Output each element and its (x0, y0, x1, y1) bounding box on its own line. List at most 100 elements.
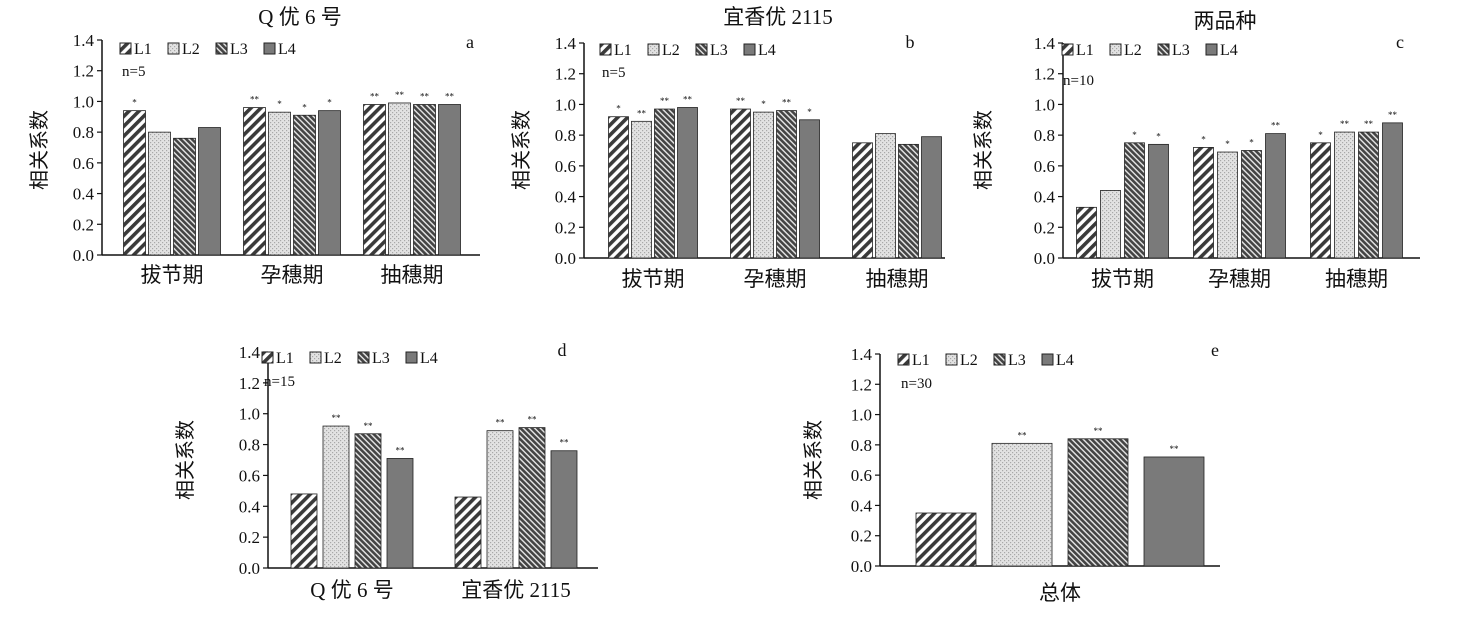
y-tick-label: 0.4 (239, 497, 261, 516)
y-tick-label: 0.8 (555, 126, 576, 145)
bar-l3 (354, 433, 382, 569)
legend-swatch-l3 (1157, 43, 1170, 56)
bar-l3 (173, 137, 196, 256)
sample-size-label: n=15 (264, 374, 295, 390)
legend-swatch-l2 (167, 42, 180, 55)
legend-label-l1: L1 (134, 41, 152, 58)
x-category-label: 孕穗期 (261, 263, 324, 287)
y-axis-label: 相关系数 (972, 110, 995, 190)
bar-l2 (1217, 151, 1238, 259)
bar-l4 (386, 458, 414, 569)
legend-label-l4: L4 (278, 41, 296, 58)
bar-l4 (1148, 143, 1169, 259)
bar-l1 (454, 496, 482, 569)
bar-l4 (550, 450, 578, 569)
significance-label: * (761, 99, 766, 109)
bar-l2 (631, 120, 652, 259)
x-category-label: 宜香优 2115 (461, 578, 570, 602)
y-tick-label: 0.6 (555, 157, 576, 176)
x-category-label: Q 优 6 号 (310, 578, 393, 602)
bar-l3 (776, 110, 797, 259)
legend-swatch-l3 (695, 43, 708, 56)
bar-l4 (799, 119, 820, 259)
chart-panel-b: 宜香优 2115 b 相关系数 0.0 0.2 0.4 0.6 0.8 1.0 1.2 1.4 L1 L… (510, 5, 945, 291)
legend-label-l4: L4 (758, 42, 776, 59)
y-tick-label: 0.0 (239, 559, 260, 578)
bar-l1 (1193, 147, 1214, 259)
bar-l1 (290, 493, 318, 569)
chart-panel-c: 两品种 c 相关系数 0.0 0.2 0.4 0.6 0.8 1.0 1.2 1.4 L1 L2 L3 L4… (972, 9, 1420, 291)
legend-swatch-l3 (357, 351, 370, 364)
y-tick-label: 0.2 (555, 218, 576, 237)
bar-l2 (148, 131, 171, 256)
x-category-label: 抽穗期 (866, 267, 929, 291)
panel-letter: a (466, 32, 474, 52)
bar-l1 (730, 108, 751, 259)
significance-label: ** (1364, 119, 1374, 129)
bar-l3 (654, 108, 675, 259)
significance-label: ** (637, 108, 647, 118)
significance-label: ** (1271, 121, 1281, 131)
bar-l1 (1310, 142, 1331, 259)
sample-size-label: n=30 (901, 376, 932, 392)
legend-label-l4: L4 (420, 350, 438, 367)
y-tick-label: 0.4 (555, 188, 577, 207)
bar-l1 (1076, 206, 1097, 259)
legend-swatch-l1 (897, 353, 910, 366)
bar-l3 (1358, 131, 1379, 259)
x-category-label: 拔节期 (141, 263, 204, 287)
y-tick-label: 0.4 (851, 496, 873, 515)
y-tick-label: 1.4 (851, 345, 873, 364)
y-tick-label: 1.0 (851, 406, 872, 425)
x-category-label: 抽穗期 (381, 263, 444, 287)
bar-l3 (413, 104, 436, 256)
y-tick-label: 1.2 (239, 374, 260, 393)
significance-label: ** (660, 96, 670, 106)
chart-title: 两品种 (1194, 9, 1257, 33)
legend-label-l2: L2 (324, 350, 342, 367)
x-category-label: 总体 (1039, 581, 1081, 605)
significance-label: ** (782, 98, 792, 108)
significance-label: * (1201, 134, 1206, 144)
bar-l3 (518, 427, 546, 569)
legend-label-l2: L2 (1124, 42, 1142, 59)
significance-label: * (616, 104, 621, 114)
sample-size-label: n=5 (602, 65, 625, 81)
legend-swatch-l4 (1205, 43, 1218, 56)
legend-label-l1: L1 (1076, 42, 1094, 59)
y-tick-label: 1.4 (73, 31, 95, 50)
legend-swatch-l1 (261, 351, 274, 364)
y-axis-label: 相关系数 (510, 110, 533, 190)
significance-label: ** (396, 445, 406, 455)
significance-label: * (302, 102, 307, 112)
legend-label-l2: L2 (662, 42, 680, 59)
chart-panel-d: d 相关系数 0.0 0.2 0.4 0.6 0.8 1.0 1.2 1.4 L1 L2 L3 L4 n=1… (174, 340, 598, 602)
bar-l1 (363, 104, 386, 256)
y-tick-label: 0.8 (73, 123, 94, 142)
significance-label: ** (1340, 119, 1350, 129)
legend-swatch-l3 (993, 353, 1006, 366)
y-tick-label: 0.0 (555, 249, 576, 268)
legend-label-l1: L1 (276, 350, 294, 367)
legend-label-l3: L3 (710, 42, 728, 59)
legend-swatch-l1 (119, 42, 132, 55)
bar-l2 (388, 102, 411, 256)
y-tick-label: 1.2 (1034, 65, 1055, 84)
significance-label: ** (420, 92, 430, 102)
significance-label: ** (560, 438, 570, 448)
legend-label-l2: L2 (960, 352, 978, 369)
y-tick-label: 0.8 (1034, 126, 1055, 145)
bar-l3 (293, 114, 316, 256)
significance-label: ** (370, 92, 380, 102)
y-tick-label: 0.2 (851, 527, 872, 546)
bar-l3 (1067, 438, 1129, 567)
legend-swatch-l4 (405, 351, 418, 364)
bar-l2 (1100, 190, 1121, 259)
y-tick-label: 0.8 (851, 436, 872, 455)
significance-label: ** (250, 95, 260, 105)
bar-l1 (852, 142, 873, 259)
y-tick-label: 0.6 (239, 466, 260, 485)
bar-l4 (198, 127, 221, 256)
y-tick-label: 0.2 (1034, 218, 1055, 237)
